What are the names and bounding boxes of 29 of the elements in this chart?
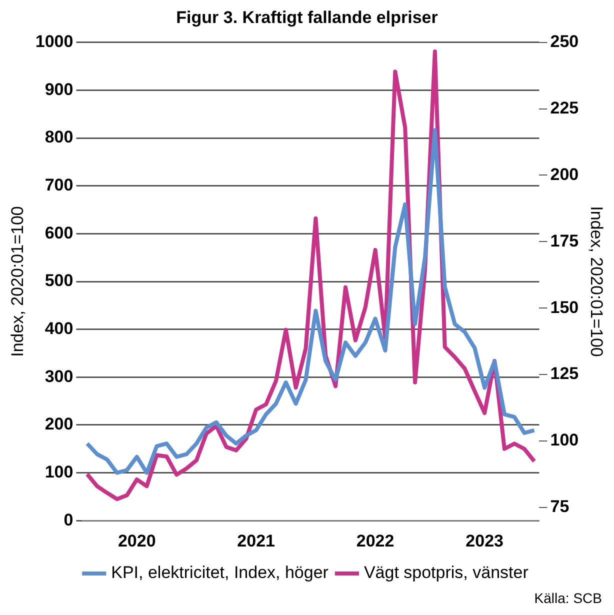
y2-tick-label: 175 (550, 231, 579, 250)
x-tick-label: 2021 (237, 531, 275, 550)
y2-tick-label: 250 (550, 32, 579, 52)
y-tick-label: 200 (44, 414, 74, 434)
y-tick-label: 700 (44, 176, 74, 195)
y-tick-label: 1000 (35, 32, 74, 52)
y2-tick-label: 200 (550, 164, 579, 184)
x-tick-label: 2022 (356, 531, 394, 550)
y-tick-label: 600 (44, 223, 74, 242)
text: Källa: SCB (533, 590, 602, 606)
legend-label: KPI, elektricitet, Index, höger (111, 563, 329, 582)
chart-title: Figur 3. Kraftigt fallande elpriser (176, 8, 438, 27)
y-axis-title: Index, 2020:01=100 (8, 206, 27, 357)
y-tick-label: 300 (44, 366, 74, 386)
y-tick-label: 0 (64, 510, 74, 530)
y-tick-label: 500 (44, 271, 74, 290)
y2-tick-label: 225 (550, 98, 579, 118)
y-tick-label: 900 (44, 80, 74, 99)
y2-tick-label: 100 (550, 430, 579, 450)
x-tick-label: 2023 (466, 531, 504, 550)
y-tick-label: 100 (44, 462, 74, 482)
x-tick-label: 2020 (118, 531, 156, 550)
y-tick-label: 800 (44, 128, 74, 147)
y2-tick-label: 150 (550, 298, 579, 317)
y2-axis-title: Index, 2020:01=100 (587, 206, 606, 357)
y2-tick-label: 75 (550, 497, 570, 516)
y-tick-label: 400 (44, 319, 74, 338)
y2-tick-label: 125 (550, 364, 579, 384)
legend-label: Vägt spotpris, vänster (364, 563, 529, 582)
